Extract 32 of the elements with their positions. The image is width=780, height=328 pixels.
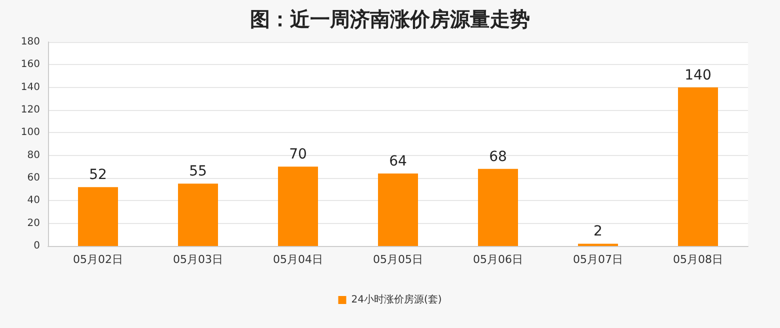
- data-label: 68: [489, 148, 507, 165]
- x-tick-label: 05月08日: [673, 253, 723, 266]
- x-tick-label: 05月05日: [373, 253, 423, 266]
- data-label: 140: [684, 67, 712, 84]
- y-tick-label: 80: [27, 150, 40, 161]
- data-label: 70: [289, 146, 307, 163]
- y-tick-label: 40: [27, 195, 40, 206]
- data-label: 64: [389, 153, 407, 170]
- x-tick-label: 05月03日: [173, 253, 223, 266]
- data-label: 2: [594, 224, 602, 240]
- y-tick-label: 60: [27, 172, 40, 184]
- y-tick-label: 160: [20, 59, 40, 70]
- y-tick-label: 180: [20, 36, 40, 48]
- y-tick-label: 100: [20, 127, 40, 138]
- y-tick-label: 120: [20, 104, 40, 116]
- bar: [78, 187, 118, 246]
- data-label: 55: [189, 164, 207, 180]
- bar: [378, 173, 418, 246]
- y-tick-label: 140: [20, 82, 40, 93]
- y-tick-label: 0: [34, 240, 40, 252]
- bar: [178, 184, 218, 246]
- data-label: 52: [89, 167, 107, 184]
- chart-title: 图：近一周济南涨价房源量走势: [250, 7, 530, 31]
- x-tick-label: 05月07日: [573, 253, 623, 266]
- y-tick-label: 20: [27, 218, 40, 229]
- bar: [278, 166, 318, 246]
- bar: [478, 168, 518, 246]
- legend-label: 24小时涨价房源(套): [351, 294, 442, 306]
- x-tick-label: 05月06日: [473, 253, 523, 266]
- x-tick-label: 05月04日: [273, 253, 323, 266]
- x-tick-label: 05月02日: [73, 253, 123, 266]
- bar: [678, 87, 718, 246]
